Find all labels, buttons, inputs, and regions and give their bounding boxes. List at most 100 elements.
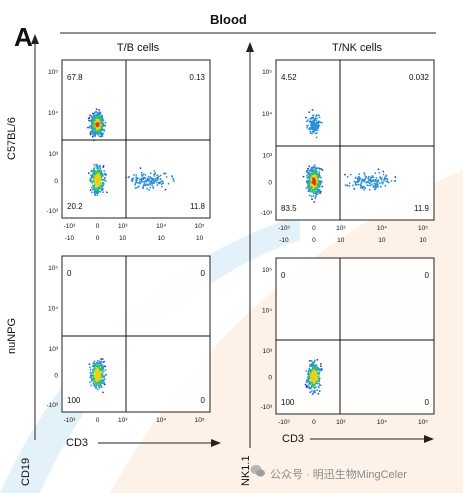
plot-frame: [275, 59, 435, 221]
event-dot: [305, 120, 308, 123]
event-dot: [96, 132, 99, 135]
event-dot: [92, 382, 95, 385]
event-dot: [95, 118, 98, 121]
event-dot: [147, 175, 150, 178]
event-dot: [95, 108, 98, 111]
event-dot: [89, 119, 92, 122]
quadrant-label-bottom-right: 0: [425, 398, 430, 407]
event-dot: [383, 177, 386, 180]
y-axis-arrowhead-right: [246, 42, 254, 52]
quadrant-label-bottom-left: 100: [67, 396, 81, 405]
event-dot: [173, 180, 175, 182]
event-dot: [310, 195, 313, 198]
event-dot: [93, 167, 96, 170]
event-dot: [390, 180, 393, 182]
event-dot: [358, 179, 361, 182]
event-dot: [89, 368, 92, 371]
event-dot: [309, 130, 312, 133]
event-dot: [318, 167, 320, 170]
event-dot: [99, 167, 102, 170]
x-tick-label-lower: 10: [378, 237, 386, 244]
event-dot: [368, 188, 371, 191]
event-dot: [315, 170, 318, 173]
plot-frame: [275, 257, 435, 415]
event-dot: [306, 124, 308, 127]
event-dot: [102, 391, 104, 394]
event-dot: [318, 377, 321, 380]
event-dot: [313, 127, 316, 130]
event-dot: [102, 132, 105, 135]
event-dot: [152, 186, 154, 188]
event-dot: [95, 179, 97, 182]
event-dot: [103, 177, 106, 180]
column-title-tnk: T/NK cells: [331, 42, 383, 54]
event-dot: [91, 181, 94, 184]
event-dot: [373, 186, 376, 189]
event-dot: [363, 172, 366, 175]
event-dot: [313, 174, 316, 176]
event-dot: [140, 173, 143, 176]
event-dot: [320, 168, 323, 170]
event-dot: [96, 131, 99, 133]
y-tick-label: 10³: [263, 152, 273, 159]
event-dot: [360, 184, 363, 187]
event-dot: [314, 132, 317, 135]
event-dot: [93, 377, 96, 380]
event-dot: [316, 117, 318, 120]
x-tick-label: 0: [96, 223, 100, 230]
event-dot: [375, 186, 377, 188]
event-dot: [97, 116, 100, 119]
event-dot: [95, 175, 98, 178]
event-dot: [307, 190, 310, 193]
event-dot: [310, 124, 313, 126]
x-tick-label: 10⁵: [418, 225, 428, 232]
event-dot: [314, 197, 317, 200]
event-dot: [313, 373, 315, 376]
event-dot: [142, 186, 145, 189]
event-dot: [305, 187, 308, 190]
event-dot: [93, 173, 96, 176]
event-dot: [90, 179, 93, 182]
quadrant-label-bottom-left: 100: [281, 398, 295, 407]
event-dot: [91, 135, 94, 138]
event-dot: [316, 124, 318, 126]
event-dot: [97, 168, 100, 171]
event-dot: [312, 383, 314, 386]
event-dot: [304, 383, 307, 386]
event-dot: [307, 119, 309, 122]
event-dot: [363, 189, 365, 191]
event-dot: [318, 384, 321, 387]
event-dot: [89, 189, 92, 192]
event-dot: [144, 184, 147, 187]
y-tick-label: 10⁴: [262, 307, 272, 314]
event-dot: [90, 378, 93, 381]
event-dot: [97, 124, 100, 127]
event-dot: [312, 166, 315, 169]
x-tick-label: 10³: [336, 225, 346, 232]
y-tick-label: 0: [268, 375, 272, 382]
event-dot: [356, 177, 359, 180]
event-dot: [349, 173, 352, 176]
event-dot: [382, 181, 384, 184]
flow-plot-3: 0 0 100 0 10⁵ 10⁴ 10³ 0 -10³ -10³ 0 10³ 10⁴ 10⁵: [46, 255, 211, 424]
event-dot: [382, 170, 385, 173]
event-dot: [369, 176, 372, 179]
event-dot: [307, 186, 309, 189]
event-dot: [309, 375, 312, 378]
event-dot: [144, 174, 147, 176]
event-dot: [363, 180, 365, 183]
event-dot: [151, 177, 154, 180]
event-dot: [98, 170, 100, 173]
x-tick-label: 0: [312, 225, 316, 232]
event-dot: [90, 116, 93, 118]
event-dot: [99, 117, 101, 120]
y-tick-label: 0: [54, 373, 58, 380]
plot-frame: [61, 59, 211, 219]
event-dot: [100, 386, 103, 389]
event-dot: [99, 361, 102, 363]
event-dot: [94, 175, 96, 177]
event-dot: [318, 382, 320, 385]
event-dot: [96, 194, 99, 197]
event-dot: [92, 374, 95, 377]
event-dot: [385, 177, 388, 180]
